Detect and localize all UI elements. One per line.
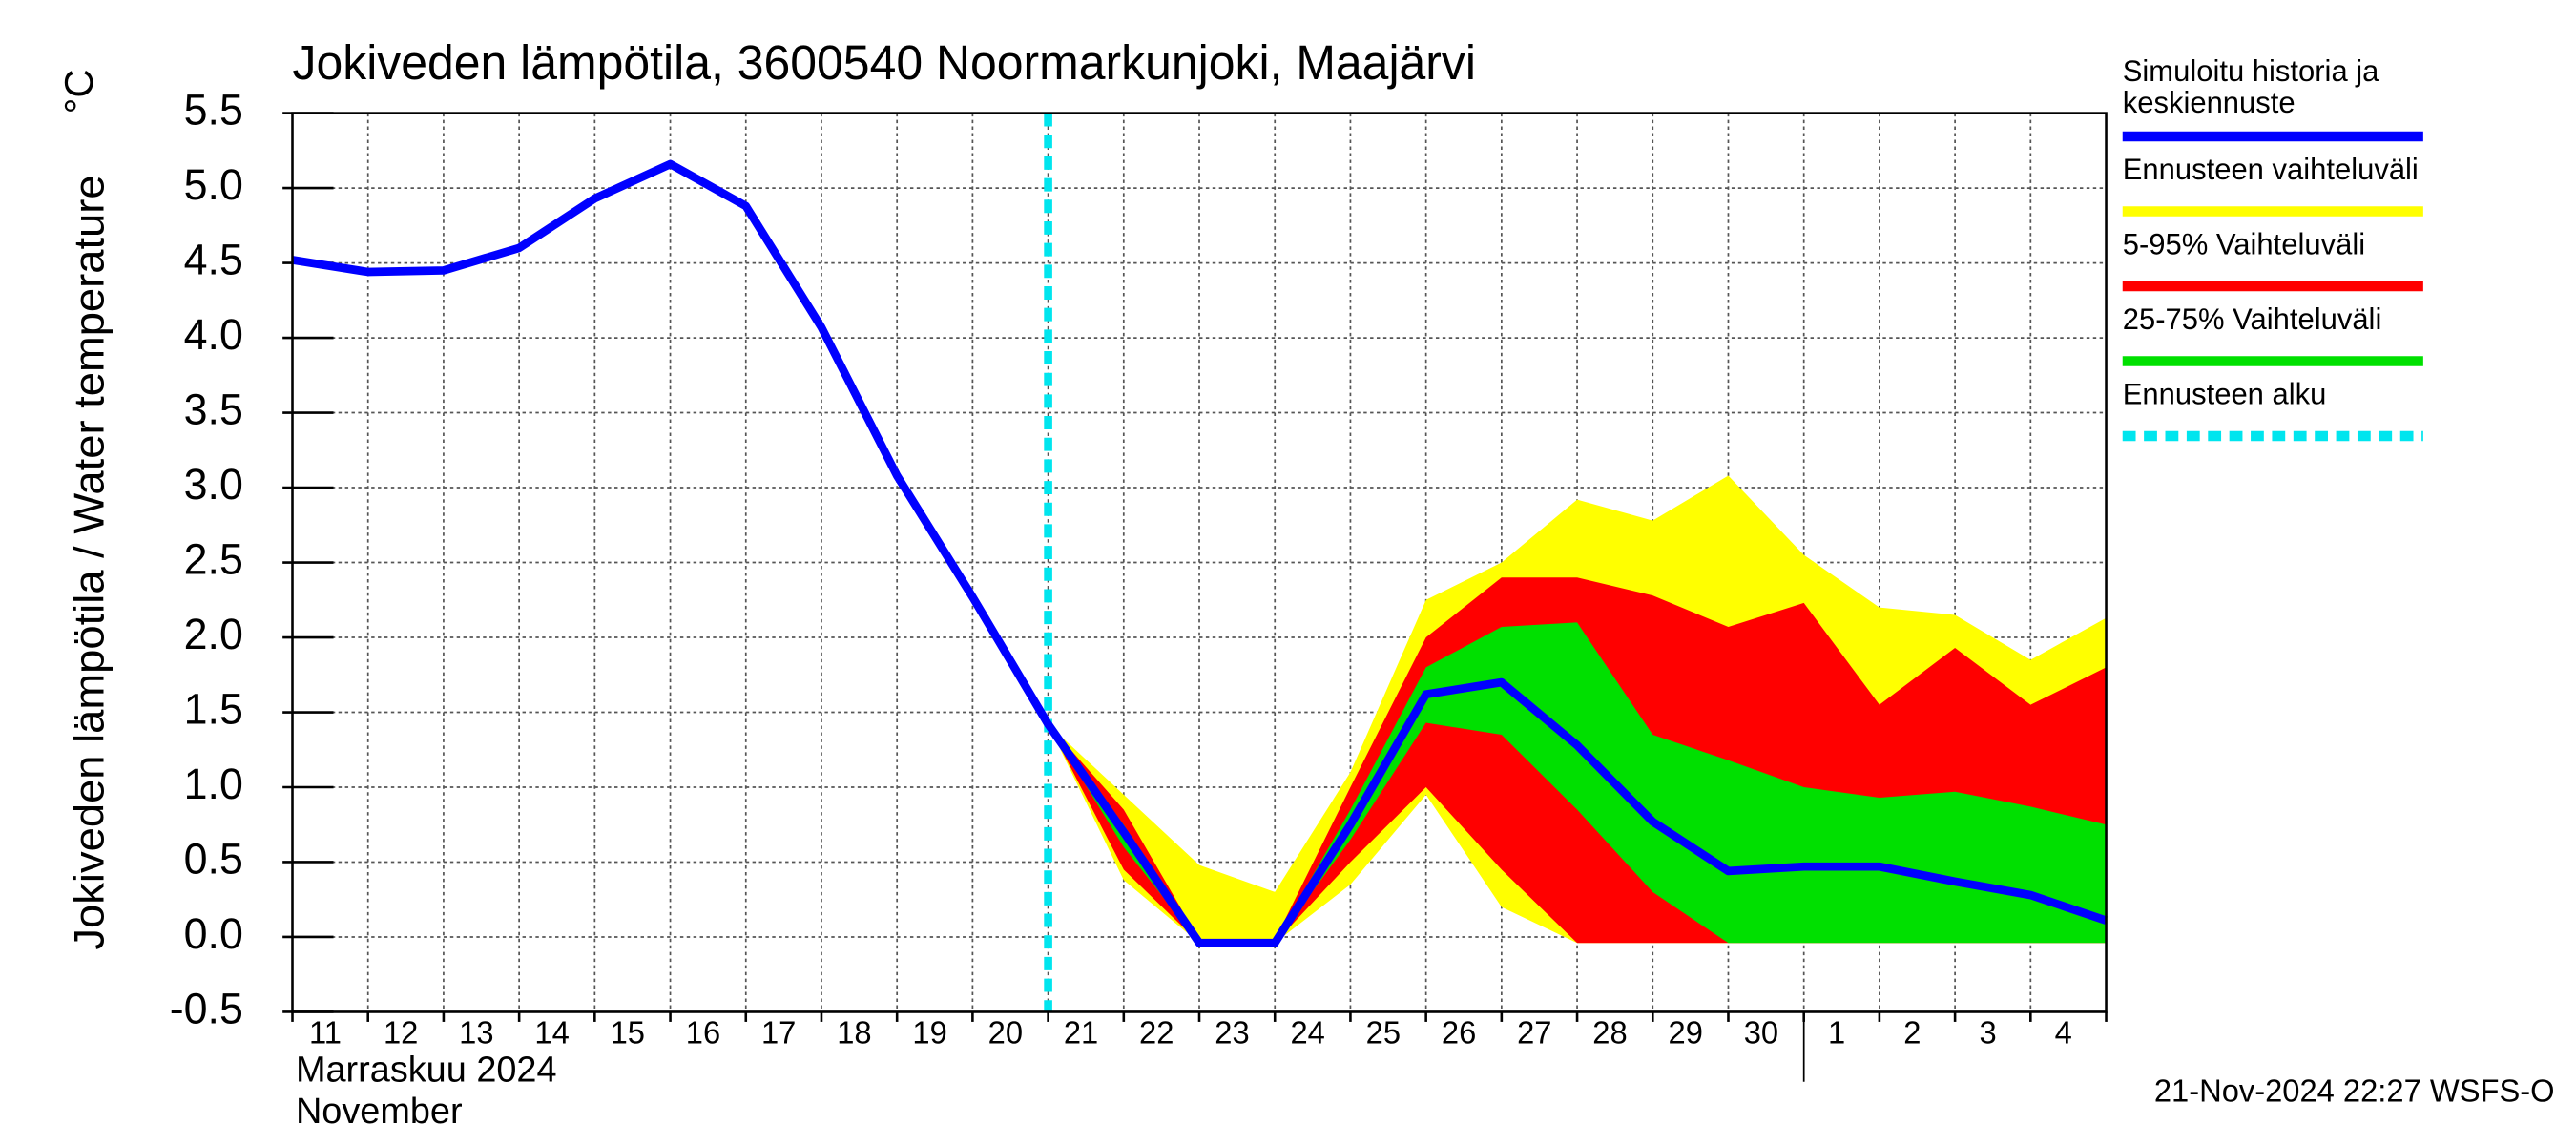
y-tick-label: -0.5 (170, 984, 243, 1032)
x-tick-label: 27 (1517, 1014, 1551, 1050)
y-tick-label: 1.0 (184, 760, 243, 808)
legend-label-line: keskiennuste (2123, 86, 2296, 119)
chart-title: Jokiveden lämpötila, 3600540 Noormarkunj… (293, 36, 1476, 90)
x-tick-label: 30 (1744, 1014, 1778, 1050)
line (291, 159, 2108, 947)
legend-label: Simuloitu historia ja keskiennuste (2123, 54, 2379, 119)
legend-label: 25-75% Vaihteluväli (2123, 302, 2382, 336)
y-unit: °C (56, 69, 101, 114)
x-tick-label: 2 (1903, 1014, 1921, 1050)
x-tick-label: 19 (912, 1014, 946, 1050)
x-tick-label: 20 (988, 1014, 1023, 1050)
y-tick-label: 3.5 (184, 385, 243, 433)
y-axis-label: Jokiveden lämpötila / Water temperature (65, 175, 114, 949)
legend-label: 5-95% Vaihteluväli (2123, 227, 2365, 260)
y-tick-label: 2.5 (184, 534, 243, 583)
x-tick-label: 23 (1215, 1014, 1249, 1050)
legend-label: Ennusteen vaihteluväli (2123, 153, 2419, 186)
x-axis-label: Marraskuu 2024 (296, 1049, 557, 1090)
plot-frame (291, 112, 2108, 1013)
legend-label-line: Simuloitu historia ja (2123, 54, 2379, 88)
x-tick-label: 12 (384, 1014, 418, 1050)
x-tick-label: 22 (1139, 1014, 1174, 1050)
x-tick-label: 26 (1442, 1014, 1476, 1050)
y-tick-label: 1.5 (184, 684, 243, 733)
x-tick-label: 3 (1979, 1014, 1996, 1050)
x-tick-label: 15 (611, 1014, 645, 1050)
x-tick-label: 16 (686, 1014, 720, 1050)
x-tick-label: 11 (309, 1014, 342, 1050)
y-tick-label: 4.0 (184, 310, 243, 359)
x-tick-label: 29 (1669, 1014, 1703, 1050)
x-tick-label: 18 (837, 1014, 871, 1050)
x-tick-label: 24 (1290, 1014, 1324, 1050)
y-tick-label: 4.5 (184, 235, 243, 283)
timestamp: 21-Nov-2024 22:27 WSFS-O (2154, 1072, 2555, 1108)
x-tick-label: 21 (1064, 1014, 1098, 1050)
y-tick-label: 0.0 (184, 909, 243, 958)
y-tick-label: 2.0 (184, 610, 243, 658)
x-tick-label: 17 (761, 1014, 796, 1050)
x-tick-label: 14 (534, 1014, 569, 1050)
y-tick-label: 3.0 (184, 460, 243, 509)
legend-label: Ennusteen alku (2123, 377, 2327, 410)
y-tick-label: 0.5 (184, 834, 243, 883)
x-tick-label: 13 (459, 1014, 493, 1050)
x-tick-label: 25 (1366, 1014, 1401, 1050)
x-axis-label: November (296, 1091, 463, 1132)
y-tick-label: 5.5 (184, 85, 243, 134)
y-tick-label: 5.0 (184, 160, 243, 209)
x-tick-label: 4 (2055, 1014, 2072, 1050)
x-tick-label: 1 (1828, 1014, 1845, 1050)
x-tick-label: 28 (1592, 1014, 1627, 1050)
